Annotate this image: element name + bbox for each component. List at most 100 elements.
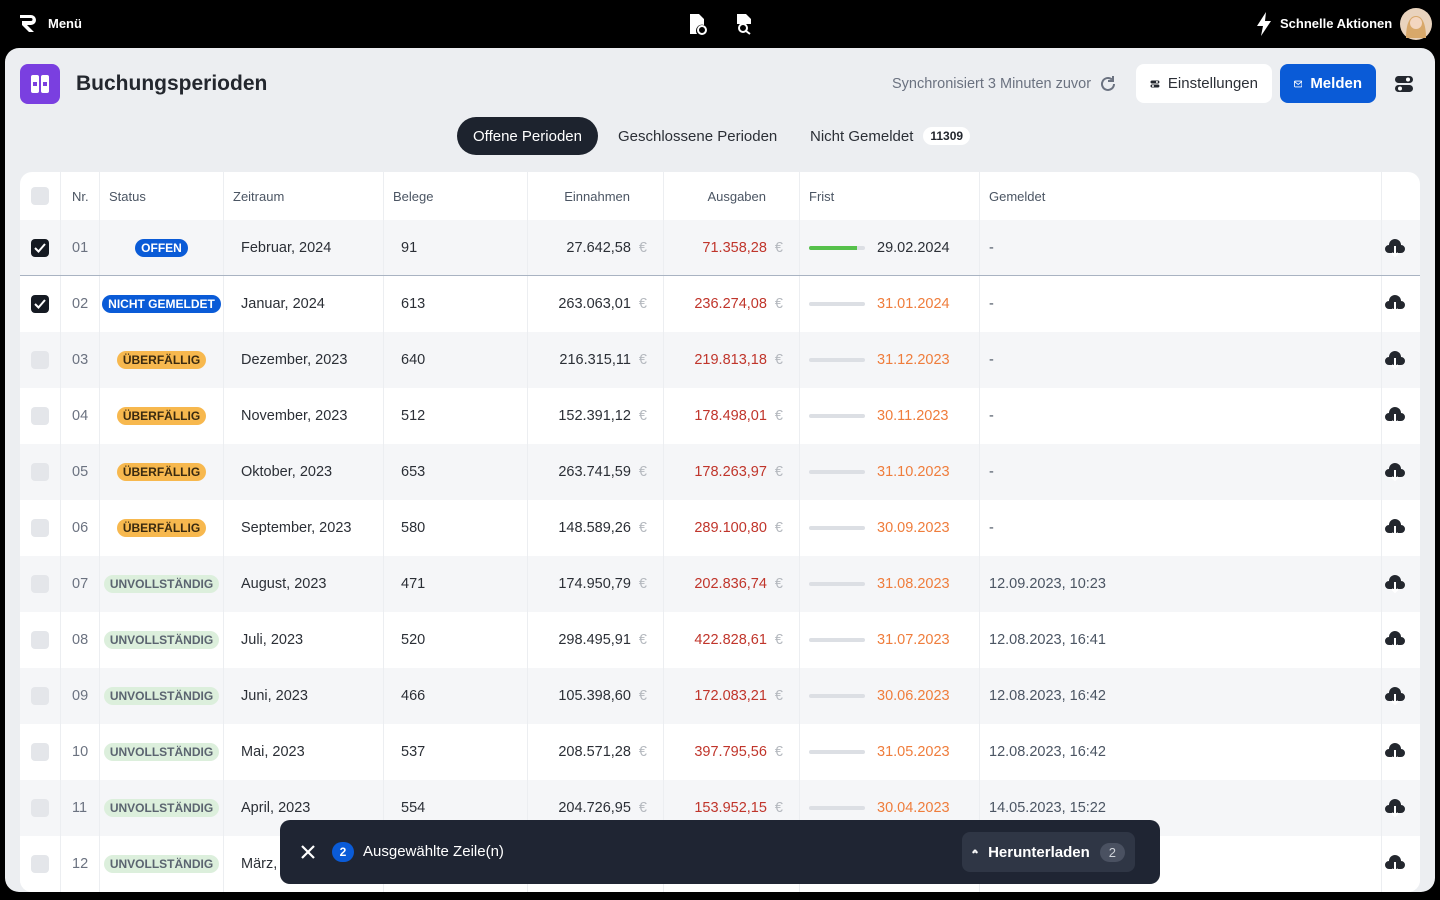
table-cell: 27.642,58 € <box>527 220 663 275</box>
tab[interactable]: Geschlossene Perioden <box>602 117 793 155</box>
download-icon[interactable] <box>1384 686 1406 706</box>
checkbox[interactable] <box>31 743 49 761</box>
checkbox[interactable] <box>31 407 49 425</box>
period: August, 2023 <box>241 576 327 592</box>
table-cell: 08 <box>60 612 99 668</box>
download-icon[interactable] <box>1384 462 1406 482</box>
checkbox[interactable] <box>31 631 49 649</box>
table-cell: Januar, 2024 <box>223 276 383 332</box>
checkbox[interactable] <box>31 351 49 369</box>
deadline-progress-track <box>809 750 865 754</box>
table-cell: 148.589,26 € <box>527 500 663 556</box>
checkbox[interactable] <box>31 799 49 817</box>
table-cell: ÜBERFÄLLIG <box>99 444 223 500</box>
table-cell: 04 <box>60 388 99 444</box>
table-cell: 471 <box>383 556 527 612</box>
table-cell <box>1381 220 1420 275</box>
settings-button[interactable]: Einstellungen <box>1136 64 1272 103</box>
table-row: 04 ÜBERFÄLLIG November, 2023 512 152.391,12 €… <box>20 388 1420 444</box>
receipts: 554 <box>401 800 426 816</box>
header-cell: Gemeldet <box>979 172 1381 220</box>
table-cell: 263.063,01 € <box>527 276 663 332</box>
close-icon[interactable] <box>301 845 315 859</box>
logo[interactable] <box>18 12 40 34</box>
deadline-progress-track <box>809 806 865 810</box>
table-cell: 152.391,12 € <box>527 388 663 444</box>
table-cell: 30.06.2023 <box>799 668 979 724</box>
settings-label[interactable]: Einstellungen <box>1167 75 1258 92</box>
download-button[interactable]: Herunterladen 2 <box>962 832 1135 872</box>
checkbox[interactable] <box>31 687 49 705</box>
tab-label[interactable]: Nicht Gemeldet <box>810 127 914 145</box>
table-cell: 03 <box>60 332 99 388</box>
column-header: Zeitraum <box>233 188 285 204</box>
table-cell <box>1381 276 1420 332</box>
checkbox[interactable] <box>31 519 49 537</box>
download-label[interactable]: Herunterladen <box>988 843 1090 861</box>
download-icon[interactable] <box>1384 406 1406 426</box>
search-doc-icon[interactable] <box>734 13 756 35</box>
table-cell: 31.05.2023 <box>799 724 979 780</box>
download-icon[interactable] <box>1384 574 1406 594</box>
header-cell: Belege <box>383 172 527 220</box>
menu-label[interactable]: Menü <box>48 16 82 31</box>
report-button[interactable]: Melden <box>1280 64 1376 103</box>
tab-label[interactable]: Geschlossene Perioden <box>618 127 778 145</box>
bolt-icon[interactable] <box>1256 12 1272 36</box>
table-cell <box>20 612 60 668</box>
expenses: 236.274,08 <box>694 296 767 312</box>
checkbox[interactable] <box>31 295 49 313</box>
currency: € <box>638 744 647 760</box>
doc-icon[interactable] <box>687 13 709 35</box>
checkbox[interactable] <box>31 463 49 481</box>
status-pill: ÜBERFÄLLIG <box>116 463 207 481</box>
report-label[interactable]: Melden <box>1310 75 1362 92</box>
deadline: 31.07.2023 <box>877 632 950 648</box>
reported: - <box>989 352 994 368</box>
row-number: 11 <box>72 800 88 816</box>
sync-status: Synchronisiert 3 Minuten zuvor <box>892 76 1092 92</box>
checkbox[interactable] <box>31 855 49 873</box>
row-number: 02 <box>72 296 89 312</box>
checkbox[interactable] <box>31 238 49 257</box>
download-icon[interactable] <box>1384 854 1406 874</box>
period: Februar, 2024 <box>241 239 332 256</box>
table-row: 09 UNVOLLSTÄNDIG Juni, 2023 466 105.398,60 €1… <box>20 668 1420 724</box>
refresh-icon[interactable] <box>1098 74 1118 94</box>
table-cell: - <box>979 276 1381 332</box>
avatar[interactable] <box>1400 8 1432 40</box>
quick-actions[interactable]: Schnelle Aktionen <box>1280 16 1393 31</box>
toggle-icon[interactable] <box>1394 74 1414 94</box>
tab-label[interactable]: Offene Perioden <box>473 127 582 145</box>
download-icon[interactable] <box>1384 350 1406 370</box>
tab[interactable]: Nicht Gemeldet 11309 <box>794 117 986 155</box>
column-header: Nr. <box>72 188 89 204</box>
expenses: 289.100,80 <box>694 520 767 536</box>
table-cell: UNVOLLSTÄNDIG <box>99 668 223 724</box>
checkbox[interactable] <box>31 187 49 205</box>
deadline-progress-track <box>809 414 865 418</box>
table-cell <box>1381 724 1420 780</box>
income: 105.398,60 <box>558 688 631 704</box>
deadline: 29.02.2024 <box>877 239 950 256</box>
download-icon[interactable] <box>1384 630 1406 650</box>
status-pill: NICHT GEMELDET <box>102 295 221 313</box>
status-pill: UNVOLLSTÄNDIG <box>103 575 220 593</box>
table-cell: Dezember, 2023 <box>223 332 383 388</box>
download-icon[interactable] <box>1384 798 1406 818</box>
table-cell: 31.10.2023 <box>799 444 979 500</box>
top-bar: Menü Schnelle Aktionen <box>0 0 1440 48</box>
download-icon[interactable] <box>1384 518 1406 538</box>
tab[interactable]: Offene Perioden <box>457 117 598 155</box>
table-cell: 298.495,91 € <box>527 612 663 668</box>
status-pill: UNVOLLSTÄNDIG <box>103 687 220 705</box>
table-row: 02 NICHT GEMELDET Januar, 2024 613 263.063,0… <box>20 276 1420 332</box>
download-icon[interactable] <box>1384 238 1406 258</box>
table-cell: 14.05.2023, 15:22 <box>979 780 1381 836</box>
download-icon[interactable] <box>1384 294 1406 314</box>
table-cell: 153.952,15 € <box>663 780 799 836</box>
table-cell: ÜBERFÄLLIG <box>99 388 223 444</box>
download-icon[interactable] <box>1384 742 1406 762</box>
receipts: 520 <box>401 632 426 648</box>
checkbox[interactable] <box>31 575 49 593</box>
